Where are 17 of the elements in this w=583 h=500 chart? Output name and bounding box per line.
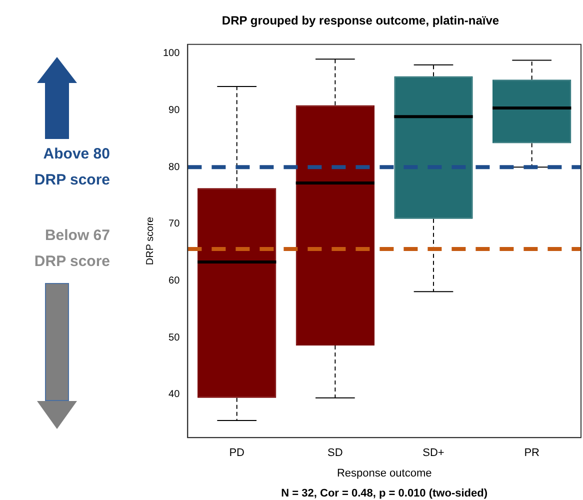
y-tick-label: 100 [162, 48, 180, 60]
x-axis-title: Response outcome [336, 467, 432, 480]
x-tick-label: SD+ [422, 447, 444, 460]
y-tick-label: 70 [168, 218, 180, 230]
text: Below 67 DRP score [34, 227, 110, 270]
x-tick-label: PR [524, 447, 540, 460]
text: N = 32, Cor = 0.48, p = 0.010 (two-sided) [281, 488, 488, 500]
x-tick-label: PD [229, 447, 245, 460]
ref-line-label: Above 80 DRP score [34, 145, 110, 188]
y-tick-label: 50 [168, 332, 180, 344]
y-tick-label: 40 [168, 389, 180, 400]
y-axis-title: DRP score [144, 216, 156, 266]
y-tick-label: 80 [168, 162, 180, 173]
y-tick-label: 90 [168, 105, 180, 116]
chart-title: DRP grouped by response outcome, platin-naïve [222, 14, 500, 28]
x-tick-label: SD [328, 447, 343, 460]
y-tick-label: 60 [168, 276, 180, 287]
